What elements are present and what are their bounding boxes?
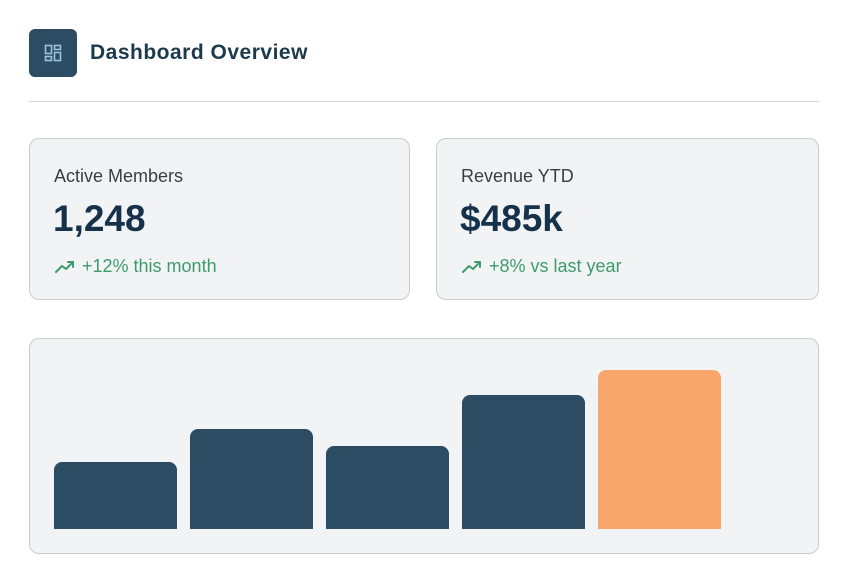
card-trend-text: +8% vs last year — [489, 256, 622, 276]
bar-chart — [29, 338, 819, 554]
revenue-ytd-card: Revenue YTD $485k +8% vs last year — [436, 138, 819, 300]
chart-bar — [598, 370, 721, 529]
card-value: $485k — [460, 198, 563, 239]
card-trend: +12% this month — [55, 256, 217, 277]
chart-bar — [326, 446, 449, 529]
dashboard-icon — [29, 29, 77, 77]
trending-up-icon — [55, 260, 74, 273]
card-label: Active Members — [54, 166, 184, 186]
page-title: Dashboard Overview — [90, 41, 308, 64]
active-members-card: Active Members 1,248 +12% this month — [29, 138, 410, 300]
card-trend: +8% vs last year — [462, 256, 622, 277]
card-label: Revenue YTD — [461, 166, 574, 186]
card-trend-text: +12% this month — [82, 256, 217, 276]
chart-bar — [462, 395, 585, 529]
chart-bar — [190, 429, 313, 529]
trending-up-icon — [462, 260, 481, 273]
card-value: 1,248 — [53, 198, 146, 239]
header-divider — [29, 101, 819, 102]
chart-bar — [54, 462, 177, 529]
page-header: Dashboard Overview — [29, 29, 308, 77]
